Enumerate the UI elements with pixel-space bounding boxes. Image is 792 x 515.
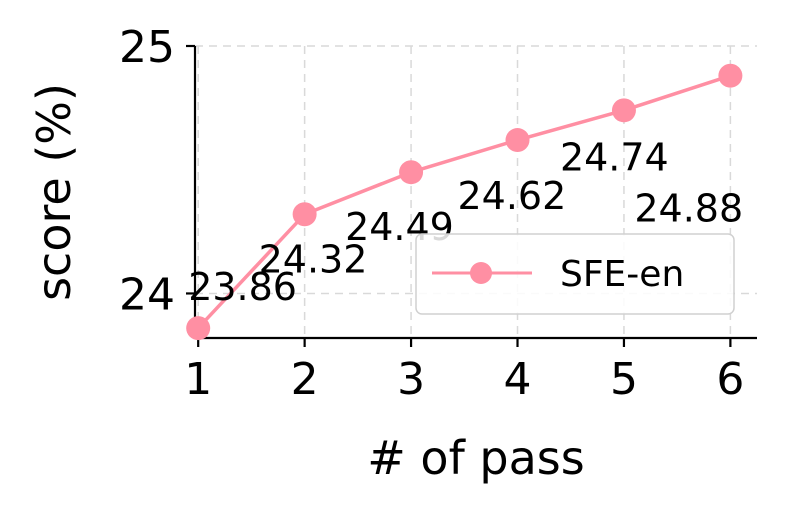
data-point: [186, 316, 211, 341]
legend: SFE-en: [415, 233, 735, 315]
data-point: [611, 98, 636, 123]
x-tick-label: 3: [397, 354, 425, 405]
y-ticks: 24 25: [119, 22, 195, 320]
x-tick-label: 1: [184, 354, 212, 405]
x-tick-label: 6: [716, 354, 744, 405]
data-point: [399, 160, 424, 185]
y-tick-label: 24: [119, 269, 175, 320]
x-tick-label: 2: [291, 354, 319, 405]
data-label: 24.74: [560, 135, 669, 179]
data-point: [718, 63, 743, 88]
axes: [193, 46, 757, 340]
x-axis-label: # of pass: [367, 431, 584, 485]
data-label: 24.88: [634, 187, 743, 231]
y-axis-label: score (%): [27, 83, 81, 301]
legend-marker: [470, 262, 492, 284]
x-ticks: 1 2 3 4 5 6: [184, 338, 744, 405]
data-point: [292, 202, 317, 227]
y-tick-label: 25: [119, 22, 175, 73]
legend-label: SFE-en: [560, 254, 684, 295]
legend-box: [415, 233, 735, 315]
x-tick-label: 4: [504, 354, 532, 405]
data-point: [505, 128, 530, 153]
data-label: 24.62: [458, 174, 567, 218]
data-label: 24.32: [259, 237, 368, 281]
x-tick-label: 5: [610, 354, 638, 405]
series-line: [196, 74, 731, 330]
series-layer: [186, 63, 743, 341]
data-label: 23.86: [188, 265, 297, 309]
